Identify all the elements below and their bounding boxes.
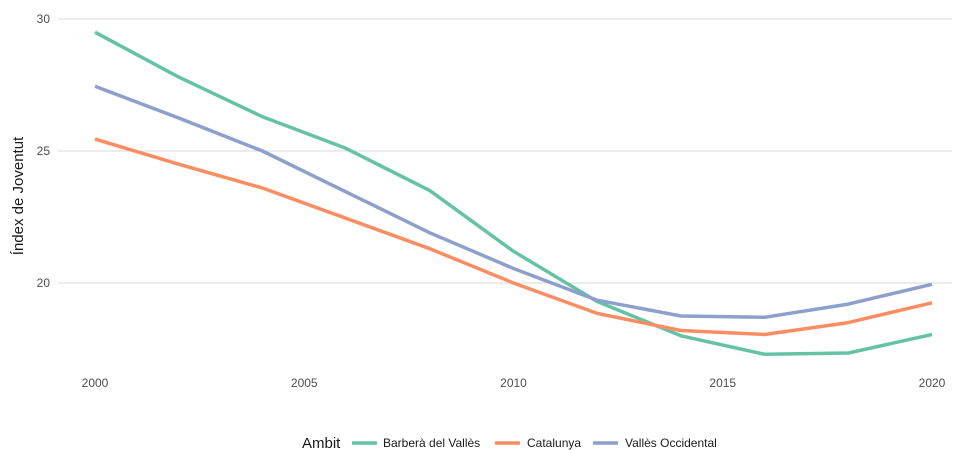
- series-lines: [94, 30, 933, 357]
- x-tick-label: 2005: [291, 376, 318, 390]
- y-axis-title: Índex de Joventut: [10, 136, 27, 255]
- y-tick-label: 25: [37, 144, 51, 158]
- legend-label-1: Barberà del Vallès: [383, 436, 480, 450]
- y-tick-label: 30: [37, 12, 51, 26]
- gridlines: [58, 18, 952, 284]
- x-tick-label: 2010: [500, 376, 527, 390]
- legend-label-3: Vallès Occidental: [625, 436, 717, 450]
- y-axis: 20 25 30: [37, 12, 51, 290]
- x-axis: 2000 2005 2010 2015 2020: [82, 376, 946, 390]
- x-tick-label: 2000: [82, 376, 109, 390]
- x-tick-label: 2020: [919, 376, 946, 390]
- series-line-1: [94, 30, 933, 357]
- x-tick-label: 2015: [709, 376, 736, 390]
- legend-title: Ambit: [302, 435, 341, 450]
- series-line-2: [94, 137, 933, 337]
- legend-label-2: Catalunya: [527, 436, 581, 450]
- series-line-3: [94, 84, 933, 320]
- legend: Ambit Barberà del Vallès Catalunya Vallès …: [302, 435, 717, 450]
- y-tick-label: 20: [37, 276, 51, 290]
